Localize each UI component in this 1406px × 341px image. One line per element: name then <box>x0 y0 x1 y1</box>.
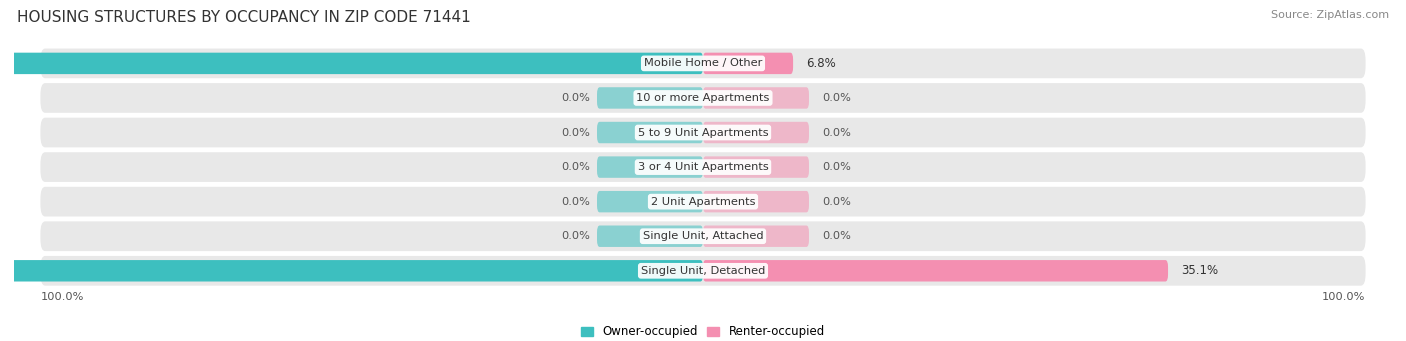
Text: 0.0%: 0.0% <box>561 128 591 137</box>
FancyBboxPatch shape <box>598 87 703 109</box>
FancyBboxPatch shape <box>41 48 1365 78</box>
FancyBboxPatch shape <box>703 157 808 178</box>
FancyBboxPatch shape <box>703 87 808 109</box>
Text: Single Unit, Attached: Single Unit, Attached <box>643 231 763 241</box>
Text: 2 Unit Apartments: 2 Unit Apartments <box>651 197 755 207</box>
FancyBboxPatch shape <box>41 256 1365 286</box>
Text: 10 or more Apartments: 10 or more Apartments <box>637 93 769 103</box>
Text: 0.0%: 0.0% <box>561 93 591 103</box>
Legend: Owner-occupied, Renter-occupied: Owner-occupied, Renter-occupied <box>576 321 830 341</box>
Text: 0.0%: 0.0% <box>561 231 591 241</box>
Text: 6.8%: 6.8% <box>807 57 837 70</box>
Text: 0.0%: 0.0% <box>561 162 591 172</box>
Text: 100.0%: 100.0% <box>1322 292 1365 302</box>
FancyBboxPatch shape <box>41 83 1365 113</box>
Text: 0.0%: 0.0% <box>823 162 851 172</box>
Text: Mobile Home / Other: Mobile Home / Other <box>644 58 762 69</box>
FancyBboxPatch shape <box>703 53 793 74</box>
FancyBboxPatch shape <box>41 187 1365 217</box>
Text: Source: ZipAtlas.com: Source: ZipAtlas.com <box>1271 10 1389 20</box>
FancyBboxPatch shape <box>598 157 703 178</box>
Text: 5 to 9 Unit Apartments: 5 to 9 Unit Apartments <box>638 128 768 137</box>
Text: 0.0%: 0.0% <box>823 231 851 241</box>
Text: 0.0%: 0.0% <box>823 93 851 103</box>
FancyBboxPatch shape <box>41 221 1365 251</box>
FancyBboxPatch shape <box>0 260 703 282</box>
FancyBboxPatch shape <box>0 53 703 74</box>
FancyBboxPatch shape <box>598 225 703 247</box>
Text: 3 or 4 Unit Apartments: 3 or 4 Unit Apartments <box>638 162 768 172</box>
FancyBboxPatch shape <box>598 191 703 212</box>
Text: Single Unit, Detached: Single Unit, Detached <box>641 266 765 276</box>
Text: 35.1%: 35.1% <box>1181 264 1219 277</box>
FancyBboxPatch shape <box>41 118 1365 147</box>
Text: 0.0%: 0.0% <box>823 197 851 207</box>
FancyBboxPatch shape <box>703 260 1168 282</box>
FancyBboxPatch shape <box>703 122 808 143</box>
Text: 0.0%: 0.0% <box>823 128 851 137</box>
FancyBboxPatch shape <box>703 191 808 212</box>
FancyBboxPatch shape <box>41 152 1365 182</box>
Text: HOUSING STRUCTURES BY OCCUPANCY IN ZIP CODE 71441: HOUSING STRUCTURES BY OCCUPANCY IN ZIP C… <box>17 10 471 25</box>
Text: 0.0%: 0.0% <box>561 197 591 207</box>
Text: 100.0%: 100.0% <box>41 292 84 302</box>
FancyBboxPatch shape <box>598 122 703 143</box>
FancyBboxPatch shape <box>703 225 808 247</box>
